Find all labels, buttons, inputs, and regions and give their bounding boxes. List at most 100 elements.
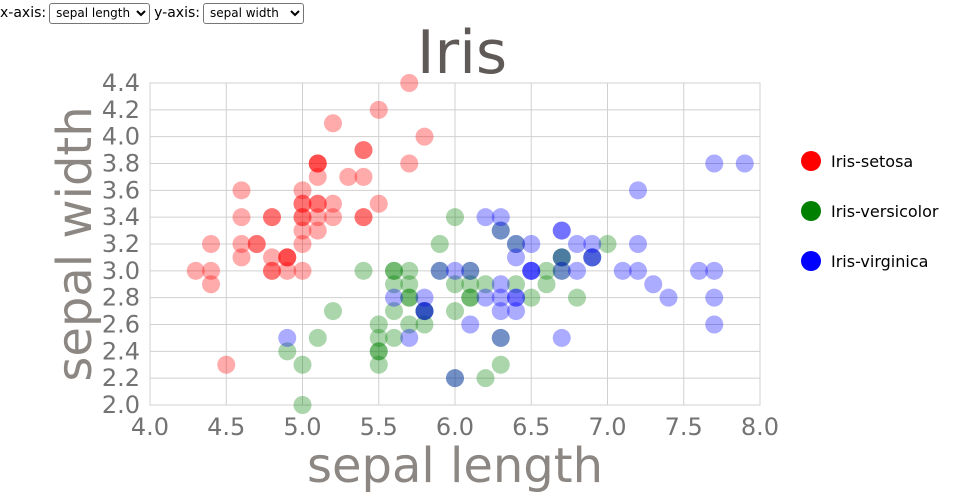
y-tick-label: 2.2 <box>102 364 140 392</box>
data-point-iris-setosa <box>232 208 251 227</box>
legend: Iris-setosa Iris-versicolor Iris-virginica <box>801 151 939 271</box>
data-point-iris-versicolor <box>461 288 480 307</box>
data-point-iris-virginica <box>491 221 510 240</box>
data-point-iris-versicolor <box>507 235 525 253</box>
data-point-iris-virginica <box>507 302 525 321</box>
data-point-iris-virginica <box>507 248 525 267</box>
data-point-iris-setosa <box>354 167 373 186</box>
data-point-iris-virginica <box>583 248 602 267</box>
data-point-iris-versicolor <box>369 342 388 361</box>
data-point-iris-setosa <box>308 154 327 173</box>
data-point-iris-versicolor <box>461 288 480 307</box>
data-point-iris-setosa <box>369 194 388 213</box>
data-point-iris-setosa <box>308 194 327 213</box>
data-point-iris-versicolor <box>400 275 419 294</box>
y-tick-label: 3.4 <box>102 203 140 231</box>
y-axis-title: sepal width <box>47 106 103 381</box>
data-point-iris-virginica <box>415 302 434 321</box>
data-point-iris-setosa <box>293 194 312 213</box>
data-point-iris-setosa <box>186 261 205 280</box>
x-tick-label: 5.0 <box>283 413 321 441</box>
x-tick-label: 8.0 <box>741 413 779 441</box>
data-point-iris-versicolor <box>400 261 419 280</box>
data-point-iris-virginica <box>522 261 541 280</box>
data-point-iris-virginica <box>583 248 602 267</box>
data-point-iris-setosa <box>263 261 281 280</box>
y-tick-label: 2.4 <box>102 337 140 365</box>
data-point-iris-versicolor <box>461 261 480 280</box>
data-point-iris-versicolor <box>476 275 495 294</box>
data-point-iris-setosa <box>369 100 388 119</box>
data-point-iris-versicolor <box>385 275 403 294</box>
data-point-iris-virginica <box>278 328 297 347</box>
data-point-iris-virginica <box>507 235 525 253</box>
data-point-iris-setosa <box>400 154 419 173</box>
data-point-iris-virginica <box>476 288 495 307</box>
data-point-iris-versicolor <box>491 328 510 347</box>
data-point-iris-virginica <box>400 328 419 347</box>
data-point-iris-versicolor <box>552 248 571 267</box>
data-point-iris-versicolor <box>354 261 373 280</box>
data-point-iris-setosa <box>308 154 327 173</box>
data-point-iris-virginica <box>385 288 403 307</box>
y-tick-label: 3.8 <box>102 150 140 178</box>
data-point-iris-virginica <box>629 181 647 200</box>
data-point-iris-setosa <box>308 154 327 173</box>
data-point-iris-setosa <box>293 221 312 240</box>
data-point-iris-versicolor <box>385 261 403 280</box>
data-point-iris-setosa <box>308 167 327 186</box>
data-point-iris-setosa <box>293 261 312 280</box>
data-point-iris-setosa <box>400 74 419 92</box>
data-point-iris-virginica <box>552 221 571 240</box>
data-point-iris-versicolor <box>507 275 525 294</box>
legend-label: Iris-setosa <box>831 152 913 171</box>
data-point-iris-setosa <box>278 261 297 280</box>
data-point-iris-versicolor <box>324 302 342 321</box>
data-point-iris-setosa <box>415 127 434 146</box>
chart-title: Iris <box>417 18 507 88</box>
data-point-iris-virginica <box>705 154 724 173</box>
data-point-iris-setosa <box>293 235 312 253</box>
data-point-iris-setosa <box>293 181 312 200</box>
y-axis-label: y-axis: <box>154 5 200 21</box>
data-point-iris-versicolor <box>537 261 556 280</box>
x-tick-label: 7.0 <box>588 413 626 441</box>
data-point-iris-setosa <box>354 208 373 227</box>
x-tick-label: 5.5 <box>360 413 398 441</box>
legend-swatch <box>801 251 821 271</box>
data-point-iris-virginica <box>659 288 678 307</box>
y-tick-label: 2.0 <box>102 391 140 419</box>
x-tick-label: 7.5 <box>665 413 703 441</box>
data-point-iris-setosa <box>324 194 342 213</box>
data-point-iris-setosa <box>354 141 373 160</box>
data-point-iris-virginica <box>491 302 510 321</box>
legend-label: Iris-virginica <box>831 252 928 271</box>
data-point-iris-virginica <box>522 261 541 280</box>
data-point-iris-virginica <box>461 315 480 334</box>
data-point-iris-versicolor <box>430 235 449 253</box>
data-point-iris-virginica <box>705 315 724 334</box>
data-points <box>186 74 754 414</box>
y-tick-label: 2.8 <box>102 284 140 312</box>
data-point-iris-virginica <box>552 261 571 280</box>
data-point-iris-setosa <box>324 114 342 133</box>
data-point-iris-setosa <box>354 208 373 227</box>
data-point-iris-versicolor <box>476 369 495 388</box>
data-point-iris-setosa <box>263 248 281 267</box>
x-axis-title: sepal length <box>307 438 603 494</box>
y-tick-label: 3.2 <box>102 230 140 258</box>
data-point-iris-versicolor <box>278 342 297 361</box>
legend-swatch <box>801 201 821 221</box>
data-point-iris-setosa <box>202 275 220 294</box>
data-point-iris-virginica <box>507 288 525 307</box>
data-point-iris-virginica <box>705 288 724 307</box>
data-point-iris-versicolor <box>415 302 434 321</box>
data-point-iris-setosa <box>232 248 251 267</box>
data-point-iris-versicolor <box>400 315 419 334</box>
data-point-iris-virginica <box>552 328 571 347</box>
data-point-iris-virginica <box>446 369 464 388</box>
data-point-iris-setosa <box>293 194 312 213</box>
